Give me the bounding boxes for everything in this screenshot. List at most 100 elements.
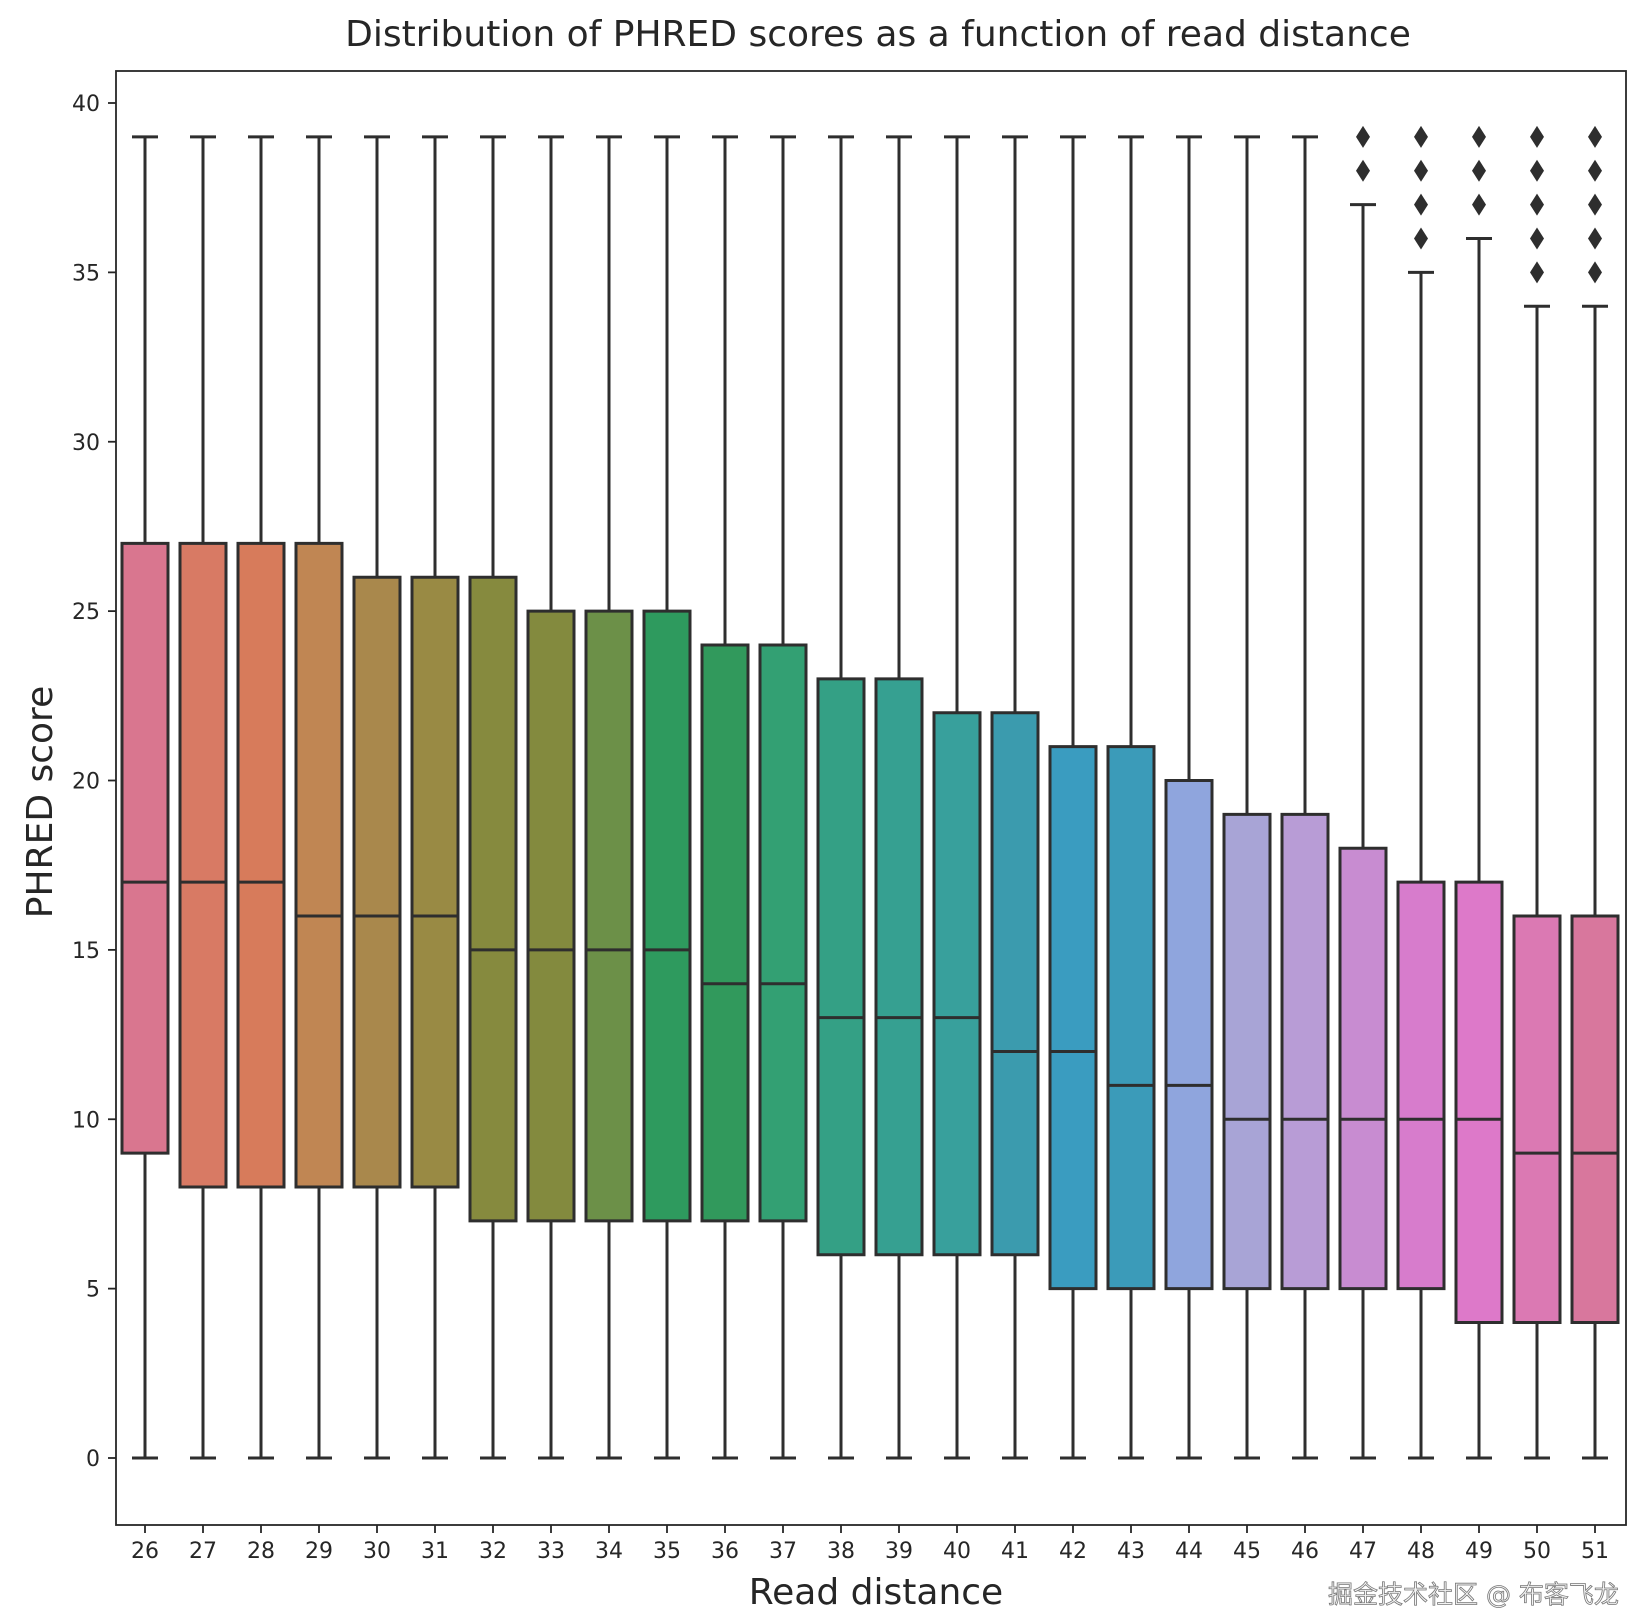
- x-tick-label: 34: [595, 1539, 623, 1564]
- box-group-44: [1164, 135, 1214, 1460]
- box-group-39: [874, 135, 924, 1460]
- outlier-point: [1588, 125, 1602, 148]
- outlier-point: [1588, 261, 1602, 284]
- box: [1396, 880, 1446, 1291]
- outlier-point: [1472, 193, 1486, 216]
- box-group-46: [1280, 135, 1330, 1460]
- box: [526, 609, 576, 1223]
- box-group-28: [236, 135, 286, 1460]
- box-group-45: [1222, 135, 1272, 1460]
- y-tick-label: 30: [72, 431, 100, 456]
- x-tick-label: 38: [827, 1539, 855, 1564]
- box-group-40: [932, 135, 982, 1460]
- x-tick-label: 35: [653, 1539, 681, 1564]
- x-tick-label: 51: [1581, 1539, 1609, 1564]
- x-tick-label: 49: [1465, 1539, 1493, 1564]
- y-axis-label: PHRED score: [20, 686, 61, 918]
- box: [1222, 812, 1272, 1291]
- y-tick-label: 25: [72, 600, 100, 625]
- x-tick-label: 37: [769, 1539, 797, 1564]
- box: [294, 541, 344, 1189]
- box: [1280, 812, 1330, 1291]
- box: [410, 575, 460, 1189]
- x-tick-label: 48: [1407, 1539, 1435, 1564]
- x-tick-label: 36: [711, 1539, 739, 1564]
- box: [1048, 745, 1098, 1291]
- outlier-point: [1530, 159, 1544, 182]
- box: [932, 711, 982, 1257]
- box: [178, 541, 228, 1189]
- box-group-33: [526, 135, 576, 1460]
- x-tick-label: 32: [479, 1539, 507, 1564]
- box-group-27: [178, 135, 228, 1460]
- box: [1338, 846, 1388, 1291]
- box: [1164, 779, 1214, 1291]
- x-tick-label: 40: [943, 1539, 971, 1564]
- box-group-43: [1106, 135, 1156, 1460]
- y-tick-label: 40: [72, 92, 100, 117]
- box: [1570, 914, 1620, 1324]
- box-group-31: [410, 135, 460, 1460]
- chart-title: Distribution of PHRED scores as a functi…: [345, 14, 1411, 55]
- box: [120, 541, 170, 1155]
- box-group-34: [584, 135, 634, 1460]
- box-group-30: [352, 135, 402, 1460]
- plot-frame: [115, 70, 1627, 1526]
- box-group-36: [700, 135, 750, 1460]
- x-tick-label: 39: [885, 1539, 913, 1564]
- box: [352, 575, 402, 1189]
- outlier-point: [1356, 159, 1370, 182]
- box-group-32: [468, 135, 518, 1460]
- outlier-point: [1530, 193, 1544, 216]
- outlier-point: [1530, 261, 1544, 284]
- box: [236, 541, 286, 1189]
- outlier-point: [1530, 125, 1544, 148]
- box-group-51: [1570, 125, 1620, 1460]
- x-tick-label: 41: [1001, 1539, 1029, 1564]
- y-tick-label: 20: [72, 770, 100, 795]
- box-group-42: [1048, 135, 1098, 1460]
- box: [816, 677, 866, 1257]
- y-tick-label: 15: [72, 939, 100, 964]
- box-group-49: [1454, 125, 1504, 1460]
- outlier-point: [1414, 193, 1428, 216]
- box: [874, 677, 924, 1257]
- outlier-point: [1530, 227, 1544, 250]
- x-tick-label: 46: [1291, 1539, 1319, 1564]
- x-tick-label: 26: [131, 1539, 159, 1564]
- x-tick-label: 29: [305, 1539, 333, 1564]
- y-tick-label: 10: [72, 1108, 100, 1133]
- box-group-38: [816, 135, 866, 1460]
- box-group-37: [758, 135, 808, 1460]
- outlier-point: [1472, 159, 1486, 182]
- box: [1106, 745, 1156, 1291]
- outlier-point: [1414, 227, 1428, 250]
- outlier-point: [1356, 125, 1370, 148]
- box-group-48: [1396, 125, 1446, 1460]
- outlier-point: [1588, 193, 1602, 216]
- box: [990, 711, 1040, 1257]
- outlier-point: [1588, 159, 1602, 182]
- x-tick-label: 30: [363, 1539, 391, 1564]
- x-tick-label: 31: [421, 1539, 449, 1564]
- box: [642, 609, 692, 1223]
- box-group-29: [294, 135, 344, 1460]
- y-tick-label: 0: [86, 1447, 100, 1472]
- x-tick-label: 47: [1349, 1539, 1377, 1564]
- x-tick-label: 45: [1233, 1539, 1261, 1564]
- x-tick-label: 50: [1523, 1539, 1551, 1564]
- x-tick-label: 27: [189, 1539, 217, 1564]
- box: [1512, 914, 1562, 1324]
- box-group-41: [990, 135, 1040, 1460]
- box-group-47: [1338, 125, 1388, 1460]
- outlier-point: [1472, 125, 1486, 148]
- box: [700, 643, 750, 1223]
- y-tick-label: 35: [72, 261, 100, 286]
- outlier-point: [1414, 125, 1428, 148]
- x-tick-label: 44: [1175, 1539, 1203, 1564]
- box-group-50: [1512, 125, 1562, 1460]
- box-group-35: [642, 135, 692, 1460]
- outlier-point: [1414, 159, 1428, 182]
- box: [468, 575, 518, 1223]
- box: [1454, 880, 1504, 1324]
